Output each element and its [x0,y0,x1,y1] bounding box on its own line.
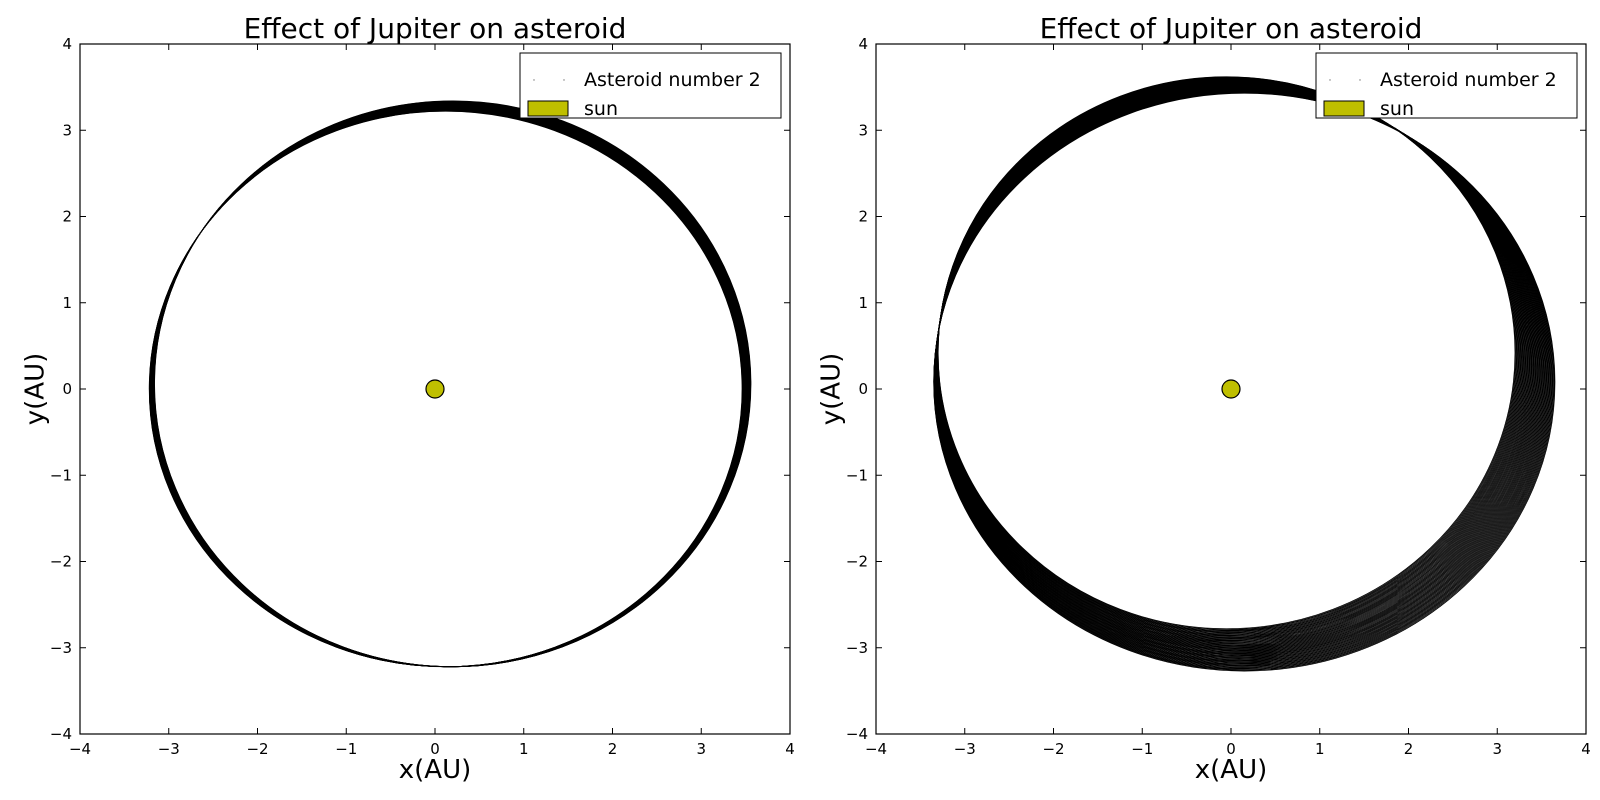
x-tick-label: −2 [1042,740,1064,758]
y-axis-ticks: −4 −3 −2 −1 0 1 2 3 4 [846,35,1586,743]
x-axis-ticks: −4 −3 −2 −1 0 1 2 3 4 [69,44,795,758]
x-tick-label: −2 [246,740,268,758]
x-tick-label: −1 [335,740,357,758]
x-tick-label: 4 [1581,740,1591,758]
y-tick-label: −3 [846,639,868,657]
y-tick-label: 3 [858,121,868,139]
y-tick-label: 2 [858,208,868,226]
legend: Asteroid number 2 sun [1315,52,1578,120]
y-tick-label: −3 [50,639,72,657]
y-tick-label: 3 [62,121,72,139]
x-tick-label: 0 [430,740,440,758]
y-tick-label: −4 [50,725,72,743]
sun-layer [425,379,445,399]
y-axis-label: y(AU) [21,353,51,426]
y-tick-label: 2 [62,208,72,226]
x-tick-label: 2 [608,740,618,758]
orbit-layer [148,100,752,668]
x-tick-label: 1 [1315,740,1325,758]
chart-title: Effect of Jupiter on asteroid [244,12,627,45]
x-axis-ticks: −4 −3 −2 −1 0 1 2 3 4 [865,44,1591,758]
legend-label-asteroid: Asteroid number 2 [584,69,761,91]
x-tick-label: 1 [519,740,529,758]
y-tick-label: 0 [858,380,868,398]
chart-panel-right: Effect of Jupiter on asteroid −4 −3 −2 −1 0 1… [817,12,1591,785]
y-tick-label: 0 [62,380,72,398]
y-tick-label: −1 [50,466,72,484]
x-tick-label: 2 [1404,740,1414,758]
legend-asteroid-marker [533,79,565,81]
x-tick-label: 4 [785,740,795,758]
sun-marker [425,379,445,399]
legend-sun-swatch [1323,100,1365,117]
x-axis-label: x(AU) [1195,755,1268,785]
x-tick-label: −1 [1131,740,1153,758]
x-tick-label: 3 [1492,740,1502,758]
y-tick-label: −1 [846,466,868,484]
chart-title: Effect of Jupiter on asteroid [1040,12,1423,45]
legend-sun-swatch [527,100,569,117]
y-tick-label: 1 [858,294,868,312]
x-tick-label: −3 [954,740,976,758]
legend-asteroid-marker [1329,79,1361,81]
x-tick-label: 3 [696,740,706,758]
x-axis-label: x(AU) [399,755,472,785]
legend-label-sun: sun [584,98,618,120]
y-tick-label: −4 [846,725,868,743]
asteroid-orbit-line [933,92,1556,672]
asteroid-orbit-line [154,100,752,668]
y-axis-ticks: −4 −3 −2 −1 0 1 2 3 4 [50,35,790,743]
y-tick-label: 4 [62,35,72,53]
sun-marker [1221,379,1241,399]
y-axis-label: y(AU) [817,353,847,426]
x-tick-label: −4 [865,740,887,758]
x-tick-label: −3 [158,740,180,758]
y-tick-label: 1 [62,294,72,312]
x-tick-label: −4 [69,740,91,758]
sun-layer [1221,379,1241,399]
y-tick-label: 4 [858,35,868,53]
legend-label-asteroid: Asteroid number 2 [1380,69,1557,91]
legend: Asteroid number 2 sun [519,52,782,120]
y-tick-label: −2 [846,553,868,571]
orbit-layer [933,76,1556,672]
y-tick-label: −2 [50,553,72,571]
chart-panel-left: Effect of Jupiter on asteroid −4 −3 −2 −1 0 1… [21,12,795,785]
x-tick-label: 0 [1226,740,1236,758]
legend-label-sun: sun [1380,98,1414,120]
